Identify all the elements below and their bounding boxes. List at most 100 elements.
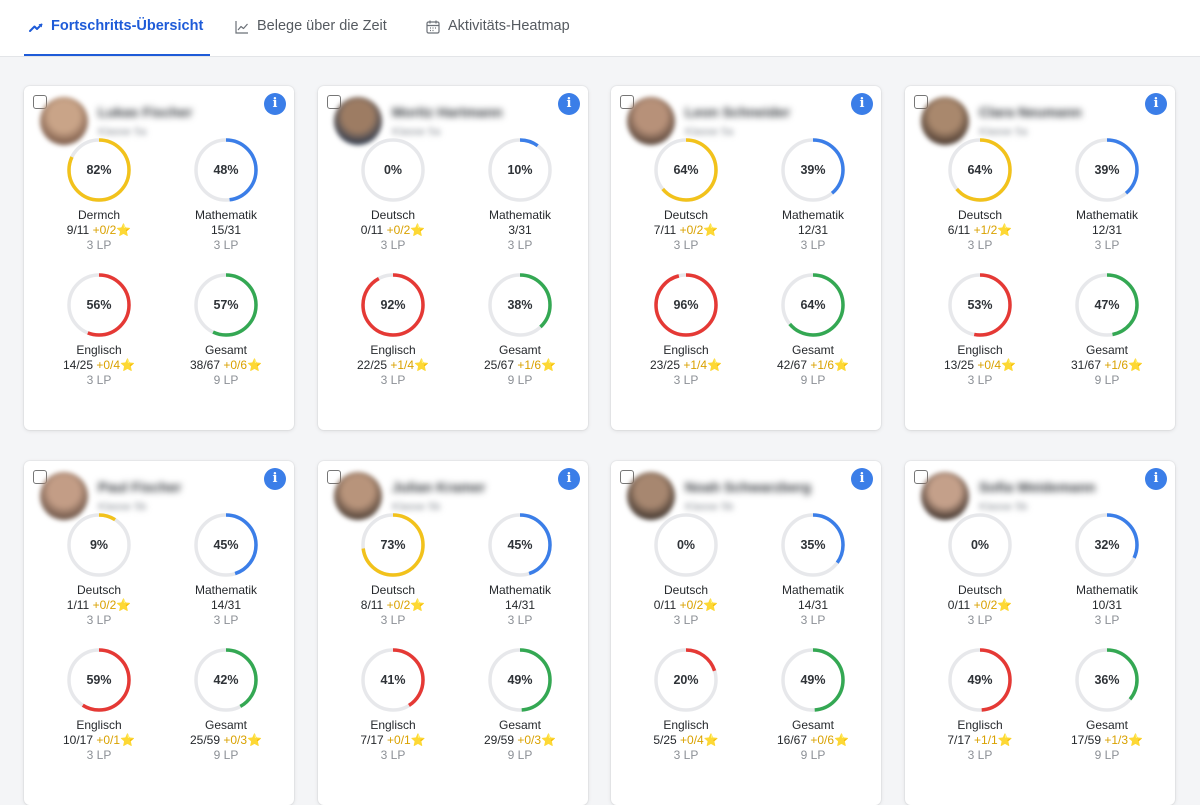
info-icon[interactable]: i — [851, 468, 873, 490]
progress-ring-svg — [654, 648, 718, 712]
progress-ring: 0% — [359, 136, 427, 204]
select-checkbox[interactable] — [914, 470, 928, 484]
subject-progress-gesamt: 64% Gesamt 42/67 +1/6⭐ 9 LP — [753, 271, 873, 401]
avatar — [334, 97, 382, 145]
completion-count: 0/11 — [360, 223, 384, 237]
progress-ring: 39% — [779, 136, 847, 204]
star-icon: ⭐ — [541, 358, 556, 372]
bonus-count: +1/4 — [387, 358, 415, 372]
completion-line: 23/25 +1/4⭐ — [626, 358, 746, 373]
completion-line: 9/11 +0/2⭐ — [39, 223, 159, 238]
info-icon[interactable]: i — [558, 468, 580, 490]
completion-count: 3/31 — [508, 223, 532, 237]
completion-line: 31/67 +1/6⭐ — [1047, 358, 1167, 373]
progress-ring: 92% — [359, 271, 427, 339]
credit-points: 9 LP — [213, 748, 239, 762]
progress-arc — [67, 138, 131, 202]
credit-points: 3 LP — [380, 613, 406, 627]
completion-count: 38/67 — [189, 358, 221, 372]
credit-points: 9 LP — [800, 748, 826, 762]
progress-percent: 41% — [380, 673, 406, 687]
info-icon[interactable]: i — [1145, 93, 1167, 115]
completion-count: 7/11 — [653, 223, 677, 237]
subject-name: Englisch — [370, 718, 416, 732]
info-icon[interactable]: i — [558, 93, 580, 115]
completion-count: 10/17 — [62, 733, 94, 747]
progress-percent: 49% — [967, 673, 993, 687]
progress-ring: 45% — [192, 511, 260, 579]
progress-ring: 36% — [1073, 646, 1141, 714]
select-checkbox[interactable] — [914, 95, 928, 109]
subject-progress-gesamt: 36% Gesamt 17/59 +1/3⭐ 9 LP — [1047, 646, 1167, 776]
subject-progress-gesamt: 49% Gesamt 16/67 +0/6⭐ 9 LP — [753, 646, 873, 776]
progress-ring-svg — [1075, 138, 1139, 202]
bonus-count: +0/2 — [383, 598, 411, 612]
select-checkbox[interactable] — [33, 95, 47, 109]
info-icon[interactable]: i — [851, 93, 873, 115]
star-icon: ⭐ — [410, 733, 426, 747]
subject-name: Deutsch — [370, 208, 416, 222]
completion-line: 7/17 +1/1⭐ — [920, 733, 1040, 748]
subject-name: Mathematik — [1075, 583, 1139, 597]
completion-count: 25/67 — [483, 358, 515, 372]
completion-count: 8/11 — [360, 598, 384, 612]
student-name: Moritz Hartmann — [392, 104, 503, 120]
progress-ring-svg — [67, 648, 131, 712]
completion-count: 23/25 — [649, 358, 681, 372]
star-icon: ⭐ — [997, 223, 1013, 237]
subject-name: Gesamt — [204, 343, 247, 357]
select-checkbox[interactable] — [620, 95, 634, 109]
subject-progress-deutsch: 9% Deutsch 1/11 +0/2⭐ 3 LP — [39, 511, 159, 641]
select-checkbox[interactable] — [327, 470, 341, 484]
completion-count: 7/17 — [947, 733, 971, 747]
credit-points: 3 LP — [86, 748, 112, 762]
student-card: Sofia Weidemann Klasse 5b i 0% Deutsch 0/11 +… — [905, 461, 1175, 805]
star-icon: ⭐ — [410, 223, 426, 237]
completion-count: 10/31 — [1091, 598, 1123, 612]
completion-count: 12/31 — [797, 223, 829, 237]
subject-name: Deutsch — [663, 583, 709, 597]
progress-ring-svg — [781, 513, 845, 577]
progress-ring-svg — [1075, 513, 1139, 577]
completion-count: 14/25 — [62, 358, 94, 372]
progress-arc — [194, 138, 258, 202]
info-icon[interactable]: i — [264, 468, 286, 490]
info-icon[interactable]: i — [1145, 468, 1167, 490]
credit-points: 9 LP — [507, 373, 533, 387]
info-icon[interactable]: i — [264, 93, 286, 115]
progress-ring: 64% — [779, 271, 847, 339]
completion-line: 7/17 +0/1⭐ — [333, 733, 453, 748]
tab-belege-ueber-die-zeit[interactable]: Belege über die Zeit — [234, 18, 404, 56]
select-checkbox[interactable] — [620, 470, 634, 484]
progress-arc — [1075, 648, 1139, 712]
progress-arc — [194, 273, 258, 337]
progress-percent: 0% — [383, 163, 403, 177]
progress-ring-svg — [194, 513, 258, 577]
progress-percent: 49% — [800, 673, 826, 687]
star-icon: ⭐ — [703, 733, 719, 747]
credit-points: 9 LP — [800, 373, 826, 387]
student-name: Julian Kramer — [392, 479, 486, 495]
subject-name: Gesamt — [1085, 718, 1128, 732]
subject-name: Englisch — [957, 343, 1003, 357]
subject-progress-gesamt: 42% Gesamt 25/59 +0/3⭐ 9 LP — [166, 646, 286, 776]
calendar-icon — [426, 20, 440, 34]
credit-points: 3 LP — [213, 613, 239, 627]
student-name: Noah Schwarzberg — [685, 479, 812, 495]
tab-fortschritts-uebersicht[interactable]: Fortschritts-Übersicht — [24, 18, 210, 56]
subject-progress-deutsch: 0% Deutsch 0/11 +0/2⭐ 3 LP — [333, 136, 453, 266]
progress-ring-svg — [948, 648, 1012, 712]
tab-aktivitaets-heatmap[interactable]: Aktivitäts-Heatmap — [425, 18, 595, 56]
completion-line: 14/31 — [166, 598, 286, 613]
credit-points: 3 LP — [1094, 238, 1120, 252]
avatar — [921, 472, 969, 520]
subject-progress-englisch: 41% Englisch 7/17 +0/1⭐ 3 LP — [333, 646, 453, 776]
progress-ring-svg — [67, 273, 131, 337]
bonus-count: +0/2 — [676, 598, 704, 612]
select-checkbox[interactable] — [327, 95, 341, 109]
credit-points: 3 LP — [507, 613, 533, 627]
progress-ring: 59% — [65, 646, 133, 714]
subject-name: Gesamt — [204, 718, 247, 732]
subject-progress-englisch: 96% Englisch 23/25 +1/4⭐ 3 LP — [626, 271, 746, 401]
select-checkbox[interactable] — [33, 470, 47, 484]
